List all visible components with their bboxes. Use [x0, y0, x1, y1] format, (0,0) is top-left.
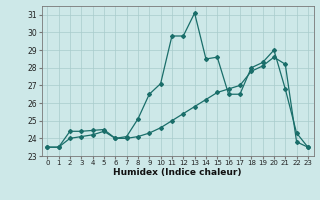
X-axis label: Humidex (Indice chaleur): Humidex (Indice chaleur) [113, 168, 242, 177]
